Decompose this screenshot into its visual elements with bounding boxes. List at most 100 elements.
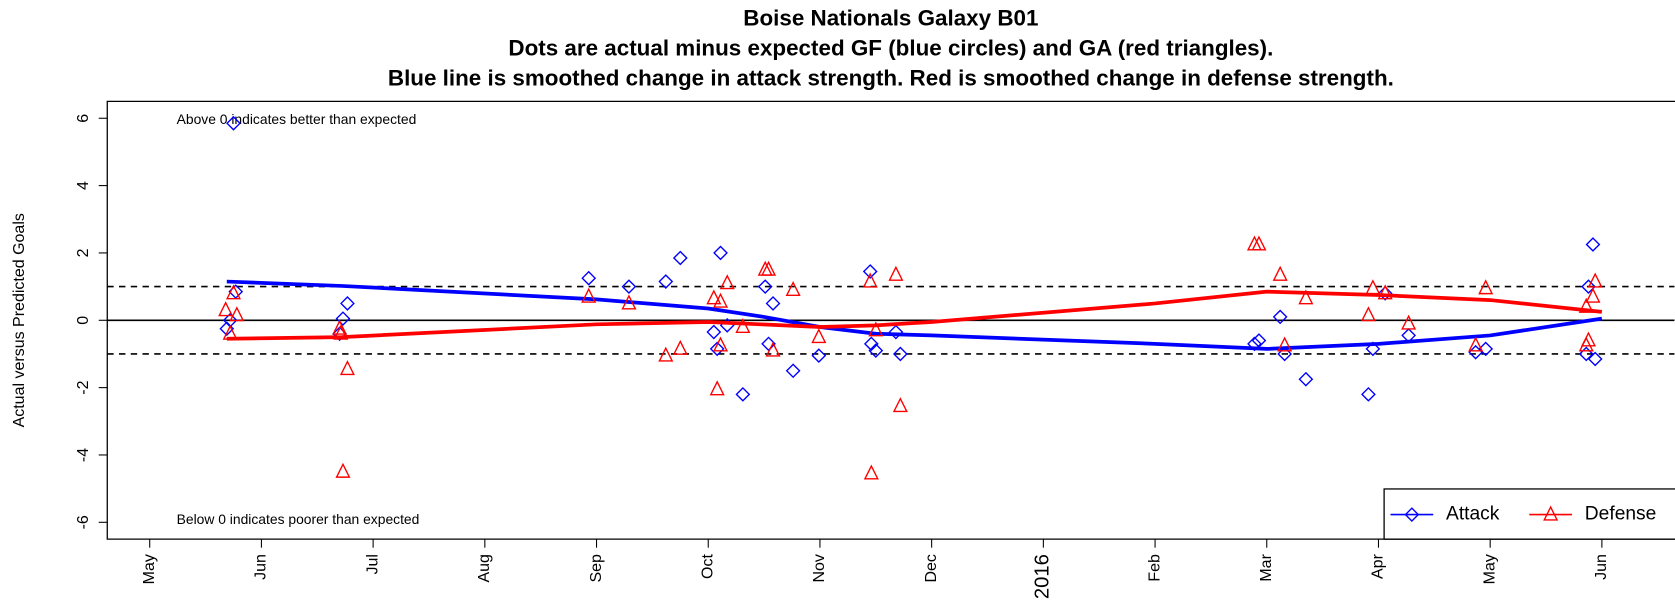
point (332, 319, 348, 335)
point (222, 324, 238, 340)
point (1251, 235, 1267, 251)
point (1247, 336, 1262, 352)
point (785, 363, 801, 379)
point (757, 279, 773, 294)
point (339, 360, 355, 376)
x-tick-label: Aug (476, 554, 493, 582)
point (658, 346, 674, 362)
point (785, 280, 801, 297)
y-tick-label: -2 (75, 380, 92, 394)
point (1251, 333, 1267, 348)
point (672, 250, 688, 266)
point (892, 397, 908, 413)
point (1578, 336, 1594, 352)
point (581, 270, 597, 286)
x-tick-label: Sep (588, 554, 605, 583)
point (868, 321, 884, 337)
point (1578, 297, 1594, 313)
point (765, 296, 781, 311)
y-tick-label: -6 (75, 515, 92, 529)
point (811, 348, 827, 364)
point (1272, 309, 1288, 325)
point (706, 289, 722, 305)
point (868, 343, 884, 358)
legend-label: Defense (1585, 504, 1657, 525)
x-tick-label: Jun (1593, 554, 1610, 580)
legend-marker (1404, 507, 1420, 522)
point (1360, 306, 1376, 322)
point (761, 336, 776, 352)
point (672, 339, 688, 355)
point (218, 301, 234, 317)
point (1478, 279, 1494, 295)
smooth-line (226, 289, 1603, 341)
point (335, 311, 351, 326)
point (1587, 272, 1603, 288)
y-tick-label: -4 (75, 448, 92, 462)
annotation: Below 0 indicates poorer than expected (177, 511, 420, 527)
x-tick-label: 2016 (1032, 554, 1054, 599)
point (1377, 285, 1393, 301)
point (333, 324, 349, 340)
point (1585, 237, 1601, 252)
x-tick-label: Dec (923, 554, 940, 582)
point (862, 272, 878, 288)
x-tick-label: Nov (811, 554, 828, 582)
x-tick-label: Jun (253, 554, 270, 580)
smooth-line (226, 279, 1603, 351)
chart-subtitle: Blue line is smoothed change in attack s… (388, 65, 1394, 90)
point (713, 336, 729, 352)
point (1401, 328, 1417, 343)
y-axis-label: Actual versus Predicted Goals (11, 213, 28, 427)
point (719, 274, 735, 290)
point (713, 292, 729, 308)
point (658, 274, 674, 289)
point (811, 328, 827, 344)
point (1298, 289, 1314, 305)
point (863, 464, 879, 480)
chart-title: Boise Nationals Galaxy B01 (743, 6, 1038, 31)
point (1377, 284, 1393, 300)
x-tick-label: Feb (1146, 554, 1163, 582)
y-tick-label: 2 (75, 248, 92, 257)
point (335, 462, 351, 478)
point (863, 336, 879, 352)
point (1468, 336, 1484, 352)
point (1478, 341, 1494, 357)
x-tick-label: Oct (699, 554, 716, 579)
legend-label: Attack (1446, 504, 1500, 525)
point (765, 341, 781, 357)
point (1585, 287, 1601, 303)
point (229, 306, 245, 322)
x-tick-label: Mar (1258, 553, 1275, 581)
point (1277, 346, 1293, 362)
point (226, 115, 241, 131)
point (1298, 371, 1314, 387)
point (581, 287, 597, 303)
point (1587, 351, 1603, 367)
point (1246, 235, 1263, 251)
point (621, 294, 637, 310)
point (709, 380, 725, 396)
point (225, 284, 242, 300)
point (1578, 346, 1594, 362)
y-tick-label: 0 (75, 316, 92, 325)
x-tick-label: Jul (364, 554, 381, 574)
point (888, 324, 904, 340)
point (1277, 336, 1293, 352)
legend-marker (1543, 505, 1559, 521)
point (1361, 386, 1376, 402)
point (892, 346, 908, 362)
x-tick-label: May (1481, 554, 1498, 584)
point (888, 265, 904, 281)
point (709, 341, 725, 357)
point (340, 296, 355, 311)
point (735, 317, 751, 334)
x-tick-label: May (141, 554, 158, 584)
point (735, 386, 751, 402)
y-tick-label: 6 (75, 114, 92, 123)
chart-subtitle: Dots are actual minus expected GF (blue … (508, 36, 1273, 61)
point (706, 324, 722, 340)
point (862, 264, 878, 279)
